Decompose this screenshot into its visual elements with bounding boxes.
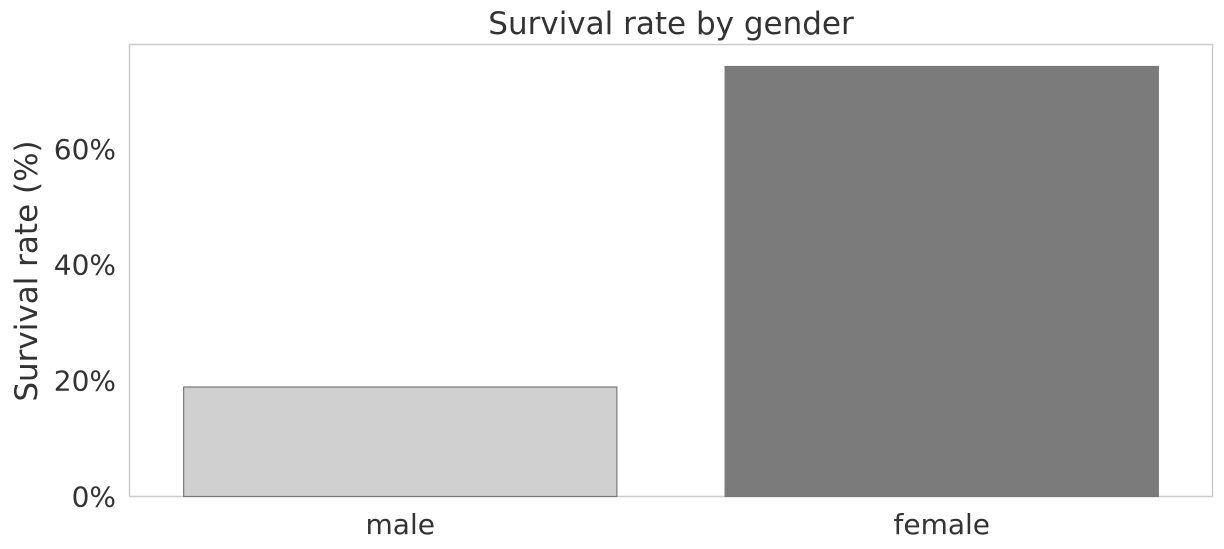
y-tick-label: 20% bbox=[54, 365, 116, 398]
y-tick-label: 0% bbox=[72, 481, 116, 514]
bars-group bbox=[183, 65, 1159, 498]
plot-area-frame bbox=[128, 43, 1214, 498]
y-tick-label: 60% bbox=[54, 133, 116, 166]
x-tick-label-male: male bbox=[366, 508, 435, 541]
chart-title: Survival rate by gender bbox=[488, 6, 854, 42]
bar-male bbox=[183, 386, 618, 498]
y-axis-label: Survival rate (%) bbox=[9, 140, 45, 401]
x-ticks-group: male female bbox=[366, 508, 990, 541]
bar-female bbox=[724, 65, 1159, 498]
x-tick-label-female: female bbox=[893, 508, 990, 541]
y-ticks-group: 0% 20% 40% 60% bbox=[54, 133, 116, 514]
y-tick-label: 40% bbox=[54, 249, 116, 282]
